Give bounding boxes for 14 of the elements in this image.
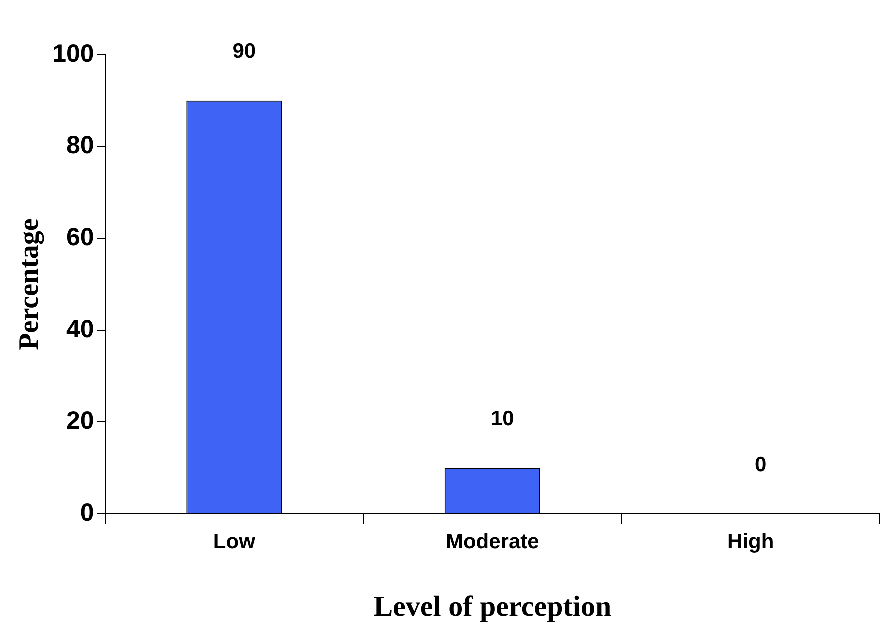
- x-tick-label: Low: [213, 530, 256, 554]
- x-axis-title: Level of perception: [374, 591, 612, 624]
- data-label: 90: [232, 40, 256, 64]
- y-tick-label: 100: [52, 40, 94, 68]
- y-tick-label: 40: [66, 315, 94, 344]
- y-tick-label: 0: [80, 498, 94, 527]
- x-tick-label: Moderate: [446, 530, 540, 554]
- y-tick-label: 60: [66, 223, 94, 252]
- y-tick-label: 20: [66, 407, 94, 436]
- y-axis-title: Percentage: [14, 218, 46, 350]
- y-tick-label: 80: [66, 132, 94, 160]
- data-label: 10: [490, 407, 514, 430]
- x-tick-label: High: [728, 530, 774, 554]
- data-label: 0: [755, 453, 767, 476]
